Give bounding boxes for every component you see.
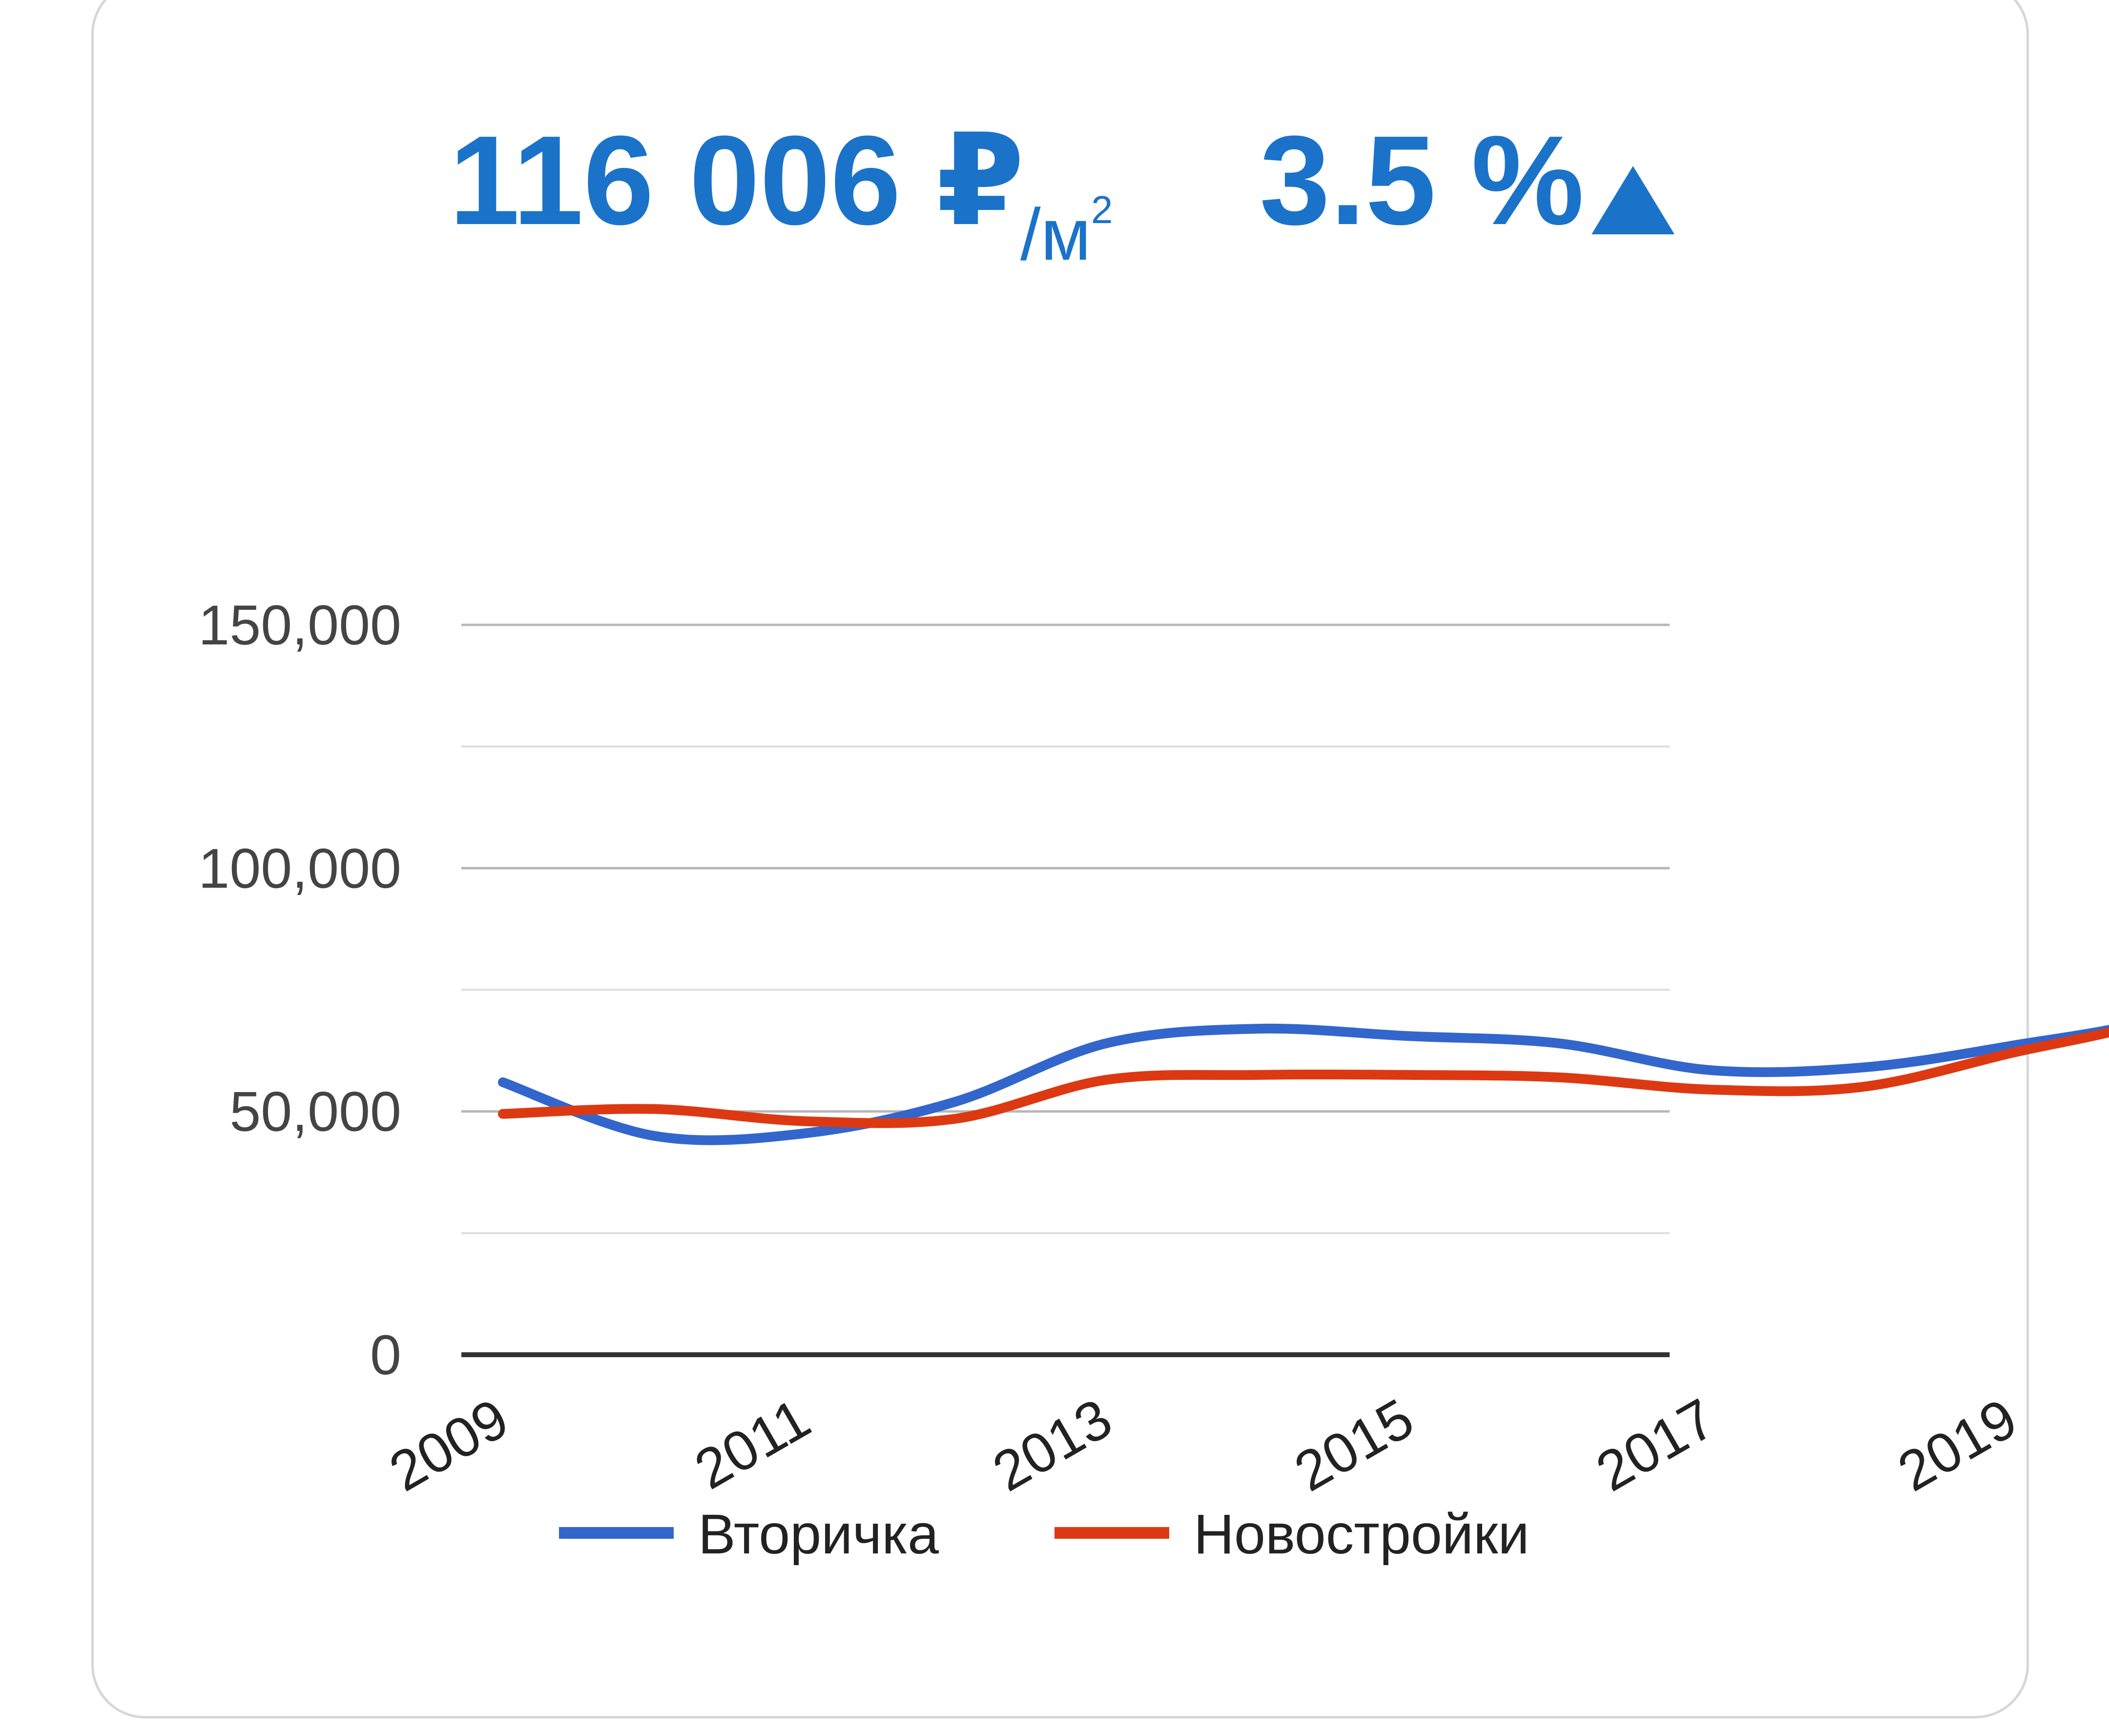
unit-exponent: 2 xyxy=(1091,188,1113,231)
legend-label-0: Вторичка xyxy=(698,1503,939,1566)
y-axis-ticks: 0 50,000 100,000 150,000 xyxy=(198,594,401,1386)
series-line-1 xyxy=(498,1027,2109,1128)
x-tick-label: 2013 xyxy=(983,1387,1122,1504)
series-lines xyxy=(498,1023,2109,1145)
y-tick-label: 150,000 xyxy=(198,594,401,657)
x-tick-label: 2011 xyxy=(684,1387,820,1501)
price-per-sqm: 116 006 ₽ xyxy=(449,110,1025,251)
legend-label-1: Новостройки xyxy=(1194,1503,1530,1566)
gridlines xyxy=(461,623,1670,1357)
price-change: 3.5 % xyxy=(1260,110,1584,251)
x-tick-label: 2015 xyxy=(1284,1387,1424,1504)
price-unit: /м2 xyxy=(1020,137,1113,308)
y-tick-label: 100,000 xyxy=(198,837,401,900)
unit-text: /м xyxy=(1020,193,1091,275)
x-tick-label: 2017 xyxy=(1586,1387,1726,1504)
legend: Вторичка Новостройки xyxy=(559,1503,1530,1566)
y-tick-label: 0 xyxy=(370,1324,401,1386)
x-tick-label: 2009 xyxy=(379,1387,519,1504)
chart-card xyxy=(91,0,2029,1718)
triangle-up-icon xyxy=(1592,166,1675,234)
x-axis-ticks: 20092011201320152017201920212023 xyxy=(379,1387,2027,1504)
x-tick-label: 2019 xyxy=(1888,1387,2027,1504)
y-tick-label: 50,000 xyxy=(229,1081,401,1143)
